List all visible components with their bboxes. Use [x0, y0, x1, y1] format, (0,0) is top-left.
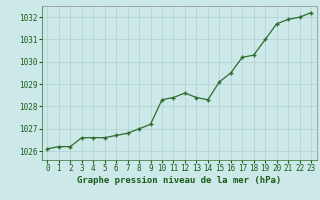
X-axis label: Graphe pression niveau de la mer (hPa): Graphe pression niveau de la mer (hPa): [77, 176, 281, 185]
